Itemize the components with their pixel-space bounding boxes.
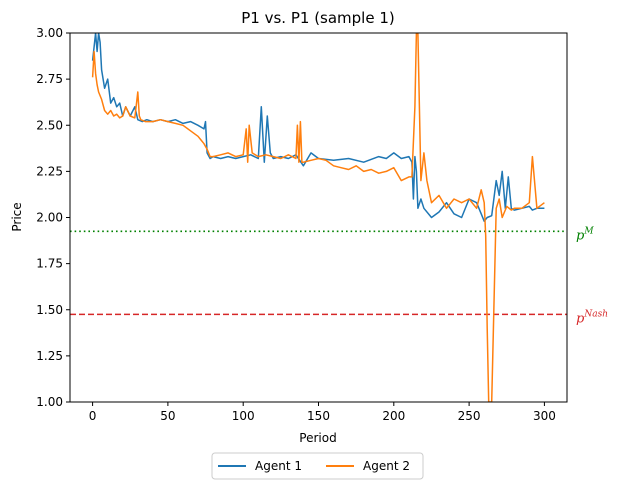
legend-box xyxy=(211,452,424,480)
y-tick-label: 1.00 xyxy=(36,395,63,409)
x-tick-label: 150 xyxy=(307,409,330,423)
x-tick-label: 0 xyxy=(89,409,97,423)
y-tick-label: 1.25 xyxy=(36,349,63,363)
y-tick-label: 2.50 xyxy=(36,118,63,132)
x-tick-label: 200 xyxy=(382,409,405,423)
y-tick-label: 1.50 xyxy=(36,303,63,317)
x-tick-label: 300 xyxy=(533,409,556,423)
y-tick-label: 3.00 xyxy=(36,26,63,40)
x-axis-label: Period xyxy=(299,431,336,445)
legend: Agent 1 Agent 2 xyxy=(211,452,424,480)
reference-label-p-m: pM xyxy=(576,226,594,243)
y-axis-label: Price xyxy=(10,202,24,231)
y-tick-label: 2.00 xyxy=(36,211,63,225)
x-tick-label: 250 xyxy=(458,409,481,423)
x-tick-label: 100 xyxy=(232,409,255,423)
legend-label-agent-2: Agent 2 xyxy=(363,459,410,473)
series-line-agent-1 xyxy=(91,33,545,222)
y-tick-label: 2.75 xyxy=(36,72,63,86)
chart-title: P1 vs. P1 (sample 1) xyxy=(241,9,395,27)
y-tick-label: 2.25 xyxy=(36,164,63,178)
x-tick-label: 50 xyxy=(160,409,175,423)
legend-label-agent-1: Agent 1 xyxy=(255,459,302,473)
y-tick-label: 1.75 xyxy=(36,257,63,271)
reference-label-p-nash: pNash xyxy=(576,309,608,326)
series-line-agent-2 xyxy=(91,33,545,402)
